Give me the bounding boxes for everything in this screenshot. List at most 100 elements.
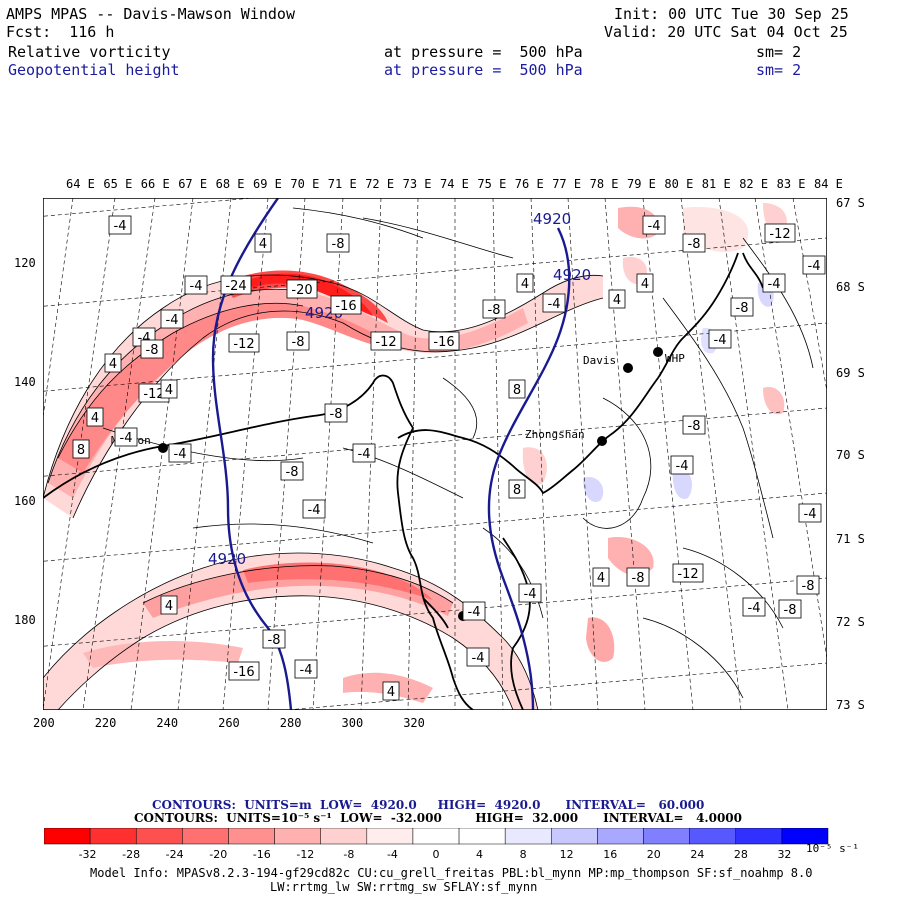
vorticity-label-text: -8 [146,343,159,358]
vorticity-label-frame [428,331,460,351]
valid-time: Valid: 20 UTC Sat 04 Oct 25 [604,23,848,41]
station-marker-whp [653,347,663,357]
vorticity-label-box: -12 [672,563,704,583]
vorticity-label-frame [72,439,90,459]
vorticity-label-box: -8 [140,339,164,359]
vorticity-label-box: -4 [462,601,486,621]
vorticity-label-box: -12 [764,223,796,243]
map-title: AMPS MPAS -- Davis-Mawson Window [6,5,295,23]
vorticity-label-box: -8 [326,233,350,253]
colorbar-segment [597,828,644,845]
vorticity-label-box: -12 [228,333,260,353]
vorticity-label-frame [228,333,260,353]
station-label: Zhongshan [525,428,585,441]
vorticity-label-text: -8 [688,237,701,252]
vorticity-label-frame [670,455,694,475]
vorticity-label-box: -8 [778,599,802,619]
station-marker-zhongshan [597,436,607,446]
colorbar-tick-label: -4 [386,848,398,861]
vorticity-label-box: -4 [802,255,826,275]
bottom-axis-label: 240 [156,716,179,730]
station-marker-davis [623,363,633,373]
colorbar-unit: 10⁻⁵ s⁻¹ [806,842,859,855]
vorticity-label-text: 4 [259,237,267,252]
right-latitude-label: 73 S [836,698,865,712]
vorticity-label-text: -16 [433,335,454,350]
vorticity-label-box: 4 [592,567,610,587]
model-info-line2: LW:rrtmg_lw SW:rrtmg_sw SFLAY:sf_mynn [270,880,538,894]
vorticity-label-frame [626,567,650,587]
vorticity-label-text: -8 [802,579,815,594]
vorticity-label-box: -4 [466,647,490,667]
vorticity-label-frame [592,567,610,587]
colorbar-tick-label: -20 [209,848,228,861]
vorticity-label-text: -8 [292,335,305,350]
top-longitude-label: 82 E [739,177,769,191]
vorticity-label-frame [708,329,732,349]
colorbar-segment [458,828,506,845]
vorticity-contour-labels: -4-84-4 -24 -20-16-12-4-4-12 -84-8-16-8-12 4… [72,215,826,701]
colorbar-tick-label: 24 [690,848,705,861]
vorticity-label-frame [730,297,754,317]
vorticity-label-frame [330,295,362,315]
vorticity-label-text: -8 [488,303,501,318]
colorbar-tick-label: 12 [559,848,574,861]
model-info-line1: Model Info: MPASv8.2.3-194-gf29cd82c CU:… [90,866,813,880]
vorticity-label-text: -12 [677,567,698,582]
vorticity-label-frame [798,503,822,523]
colorbar-segment [412,828,460,845]
vorticity-label-text: -4 [714,333,727,348]
vorticity-label-box: -12 [370,331,402,351]
top-longitude-label: 80 E [664,177,694,191]
colorbar-segment [228,828,275,845]
vorticity-label-frame [324,403,348,423]
colorbar-tick-label: 32 [777,848,792,861]
vorticity-label-text: 4 [597,571,605,586]
vorticity-label-frame [762,273,786,293]
top-longitude-label: 75 E [477,177,507,191]
vorticity-label-frame [672,563,704,583]
vorticity-label-box: -8 [682,415,706,435]
vorticity-label-box: -8 [286,331,310,351]
vorticity-label-frame [462,601,486,621]
vorticity-label-text: -8 [632,571,645,586]
vorticity-label-box: -8 [682,233,706,253]
vorticity-label-box: -16 [330,295,362,315]
vorticity-label-text: -8 [268,633,281,648]
vorticity-label-text: -4 [300,663,313,678]
top-longitude-label: 64 E [66,177,95,191]
vorticity-label-box: -4 [108,215,132,235]
height-contours-info: CONTOURS: UNITS=m LOW= 4920.0 HIGH= 4920… [152,798,705,812]
top-longitude-label: 77 E [552,177,582,191]
vorticity-label-frame [508,479,526,499]
vorticity-label-frame [228,661,260,681]
vorticity-label-box: -4 [302,499,326,519]
bottom-axis-label: 280 [279,716,302,730]
vorticity-label-text: -4 [804,507,817,522]
vorticity-label-box: -4 [670,455,694,475]
vorticity-label-frame [608,289,626,309]
vorticity-label-frame [140,339,164,359]
vorticity-label-text: 4 [165,599,173,614]
top-longitude-label: 73 E [402,177,432,191]
top-longitude-label: 72 E [365,177,395,191]
vorticity-label-text: -16 [335,299,356,314]
vorticity-label-frame [508,379,526,399]
field1-pressure: at pressure = 500 hPa [384,43,583,61]
vorticity-label-box: -4 [294,659,318,679]
vorticity-label-text: 8 [513,483,521,498]
vorticity-label-frame [682,415,706,435]
vorticity-label-box: -8 [626,567,650,587]
vorticity-label-box: -8 [482,299,506,319]
vorticity-label-text: 4 [521,277,529,292]
vorticity-label-box: -8 [730,297,754,317]
vorticity-label-text: -20 [291,283,312,298]
vorticity-map: MawsonDavisWHPZhongshan 4920492049204920… [43,198,827,710]
station-label: Davis [583,354,616,367]
vorticity-label-text: -4 [472,651,485,666]
vorticity-label-text: -4 [166,313,179,328]
vorticity-label-box: 8 [508,379,526,399]
vorticity-label-box: 8 [72,439,90,459]
vorticity-label-box: -8 [324,403,348,423]
vorticity-label-frame [286,331,310,351]
